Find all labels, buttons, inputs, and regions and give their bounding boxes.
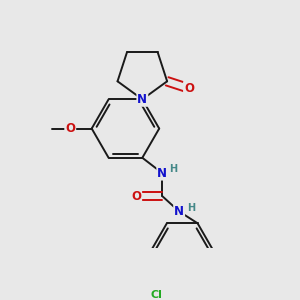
Text: H: H — [187, 203, 195, 213]
Text: N: N — [157, 167, 167, 180]
Text: N: N — [174, 205, 184, 218]
Text: O: O — [184, 82, 194, 95]
Text: N: N — [137, 93, 147, 106]
Text: O: O — [131, 190, 141, 202]
Text: Cl: Cl — [150, 290, 162, 300]
Text: O: O — [65, 122, 75, 135]
Text: H: H — [169, 164, 177, 173]
